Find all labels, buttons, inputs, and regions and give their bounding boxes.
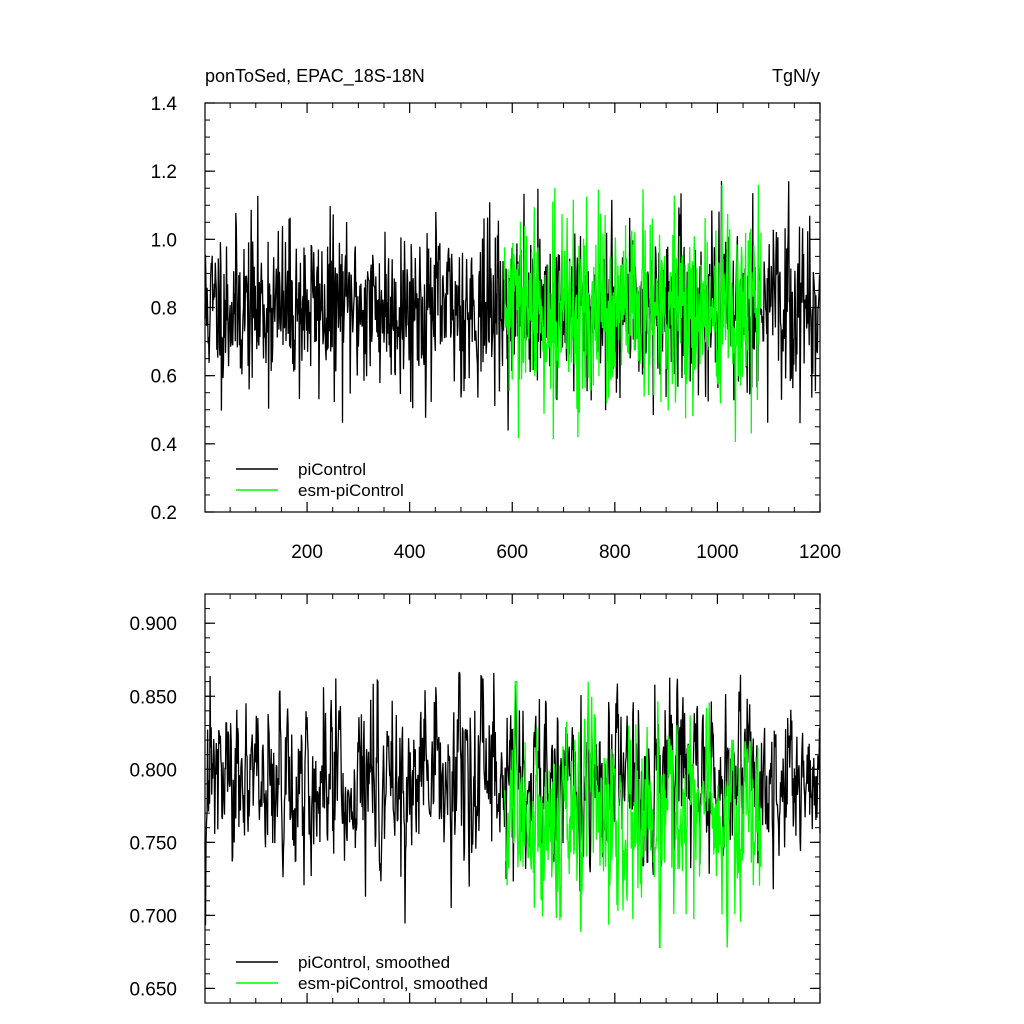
y-tick-label: 0.6 [151,367,177,388]
y-tick-label: 0.750 [129,833,177,854]
top-panel: ponToSed, EPAC_18S-18N TgN/y 0.20.40.60.… [151,66,842,563]
bottom-series-lines [204,671,821,949]
legend-label-esm-picontrol-smoothed: esm-piControl, smoothed [298,974,488,993]
bottom-legend: piControl, smoothed esm-piControl, smoot… [236,953,488,993]
legend-label-picontrol: piControl [298,460,366,479]
y-tick-label: 1.4 [151,94,178,115]
x-tick-label: 200 [291,542,323,563]
y-tick-label: 0.650 [129,979,177,1000]
series-line-esm-picontrol-smoothed [503,680,762,949]
y-tick-label: 0.800 [129,760,177,781]
y-tick-label: 0.700 [129,906,177,927]
y-tick-label: 0.4 [151,435,178,456]
y-tick-label: 0.2 [151,503,177,524]
top-legend: piControl esm-piControl [236,460,404,500]
x-tick-label: 600 [496,542,528,563]
y-tick-label: 0.8 [151,299,177,320]
series-line-esm-picontrol [503,184,762,443]
y-tick-label: 1.0 [151,230,177,251]
bottom-x-axis [229,594,821,1003]
bottom-y-axis: 0.650 0.700 0.750 0.800 0.850 0.900 [129,593,820,1004]
legend-label-esm-picontrol: esm-piControl [298,481,404,500]
y-tick-label: 0.900 [129,614,177,635]
top-y-axis: 0.2 0.4 0.6 0.8 1.0 1.2 1.4 [151,94,820,524]
bottom-panel: 0.650 0.700 0.750 0.800 0.850 0.900 piControl… [129,593,821,1004]
legend-label-picontrol-smoothed: piControl, smoothed [298,953,450,972]
top-title-left: ponToSed, EPAC_18S-18N [205,66,425,87]
y-tick-label: 0.850 [129,687,177,708]
x-tick-label: 1200 [799,542,841,563]
top-series-lines [204,180,821,443]
top-x-axis: 200 400 600 800 1000 1200 [229,103,841,563]
top-title-right: TgN/y [772,66,820,86]
x-tick-label: 400 [394,542,426,563]
y-tick-label: 1.2 [151,162,177,183]
x-tick-label: 800 [599,542,631,563]
x-tick-label: 1000 [696,542,738,563]
